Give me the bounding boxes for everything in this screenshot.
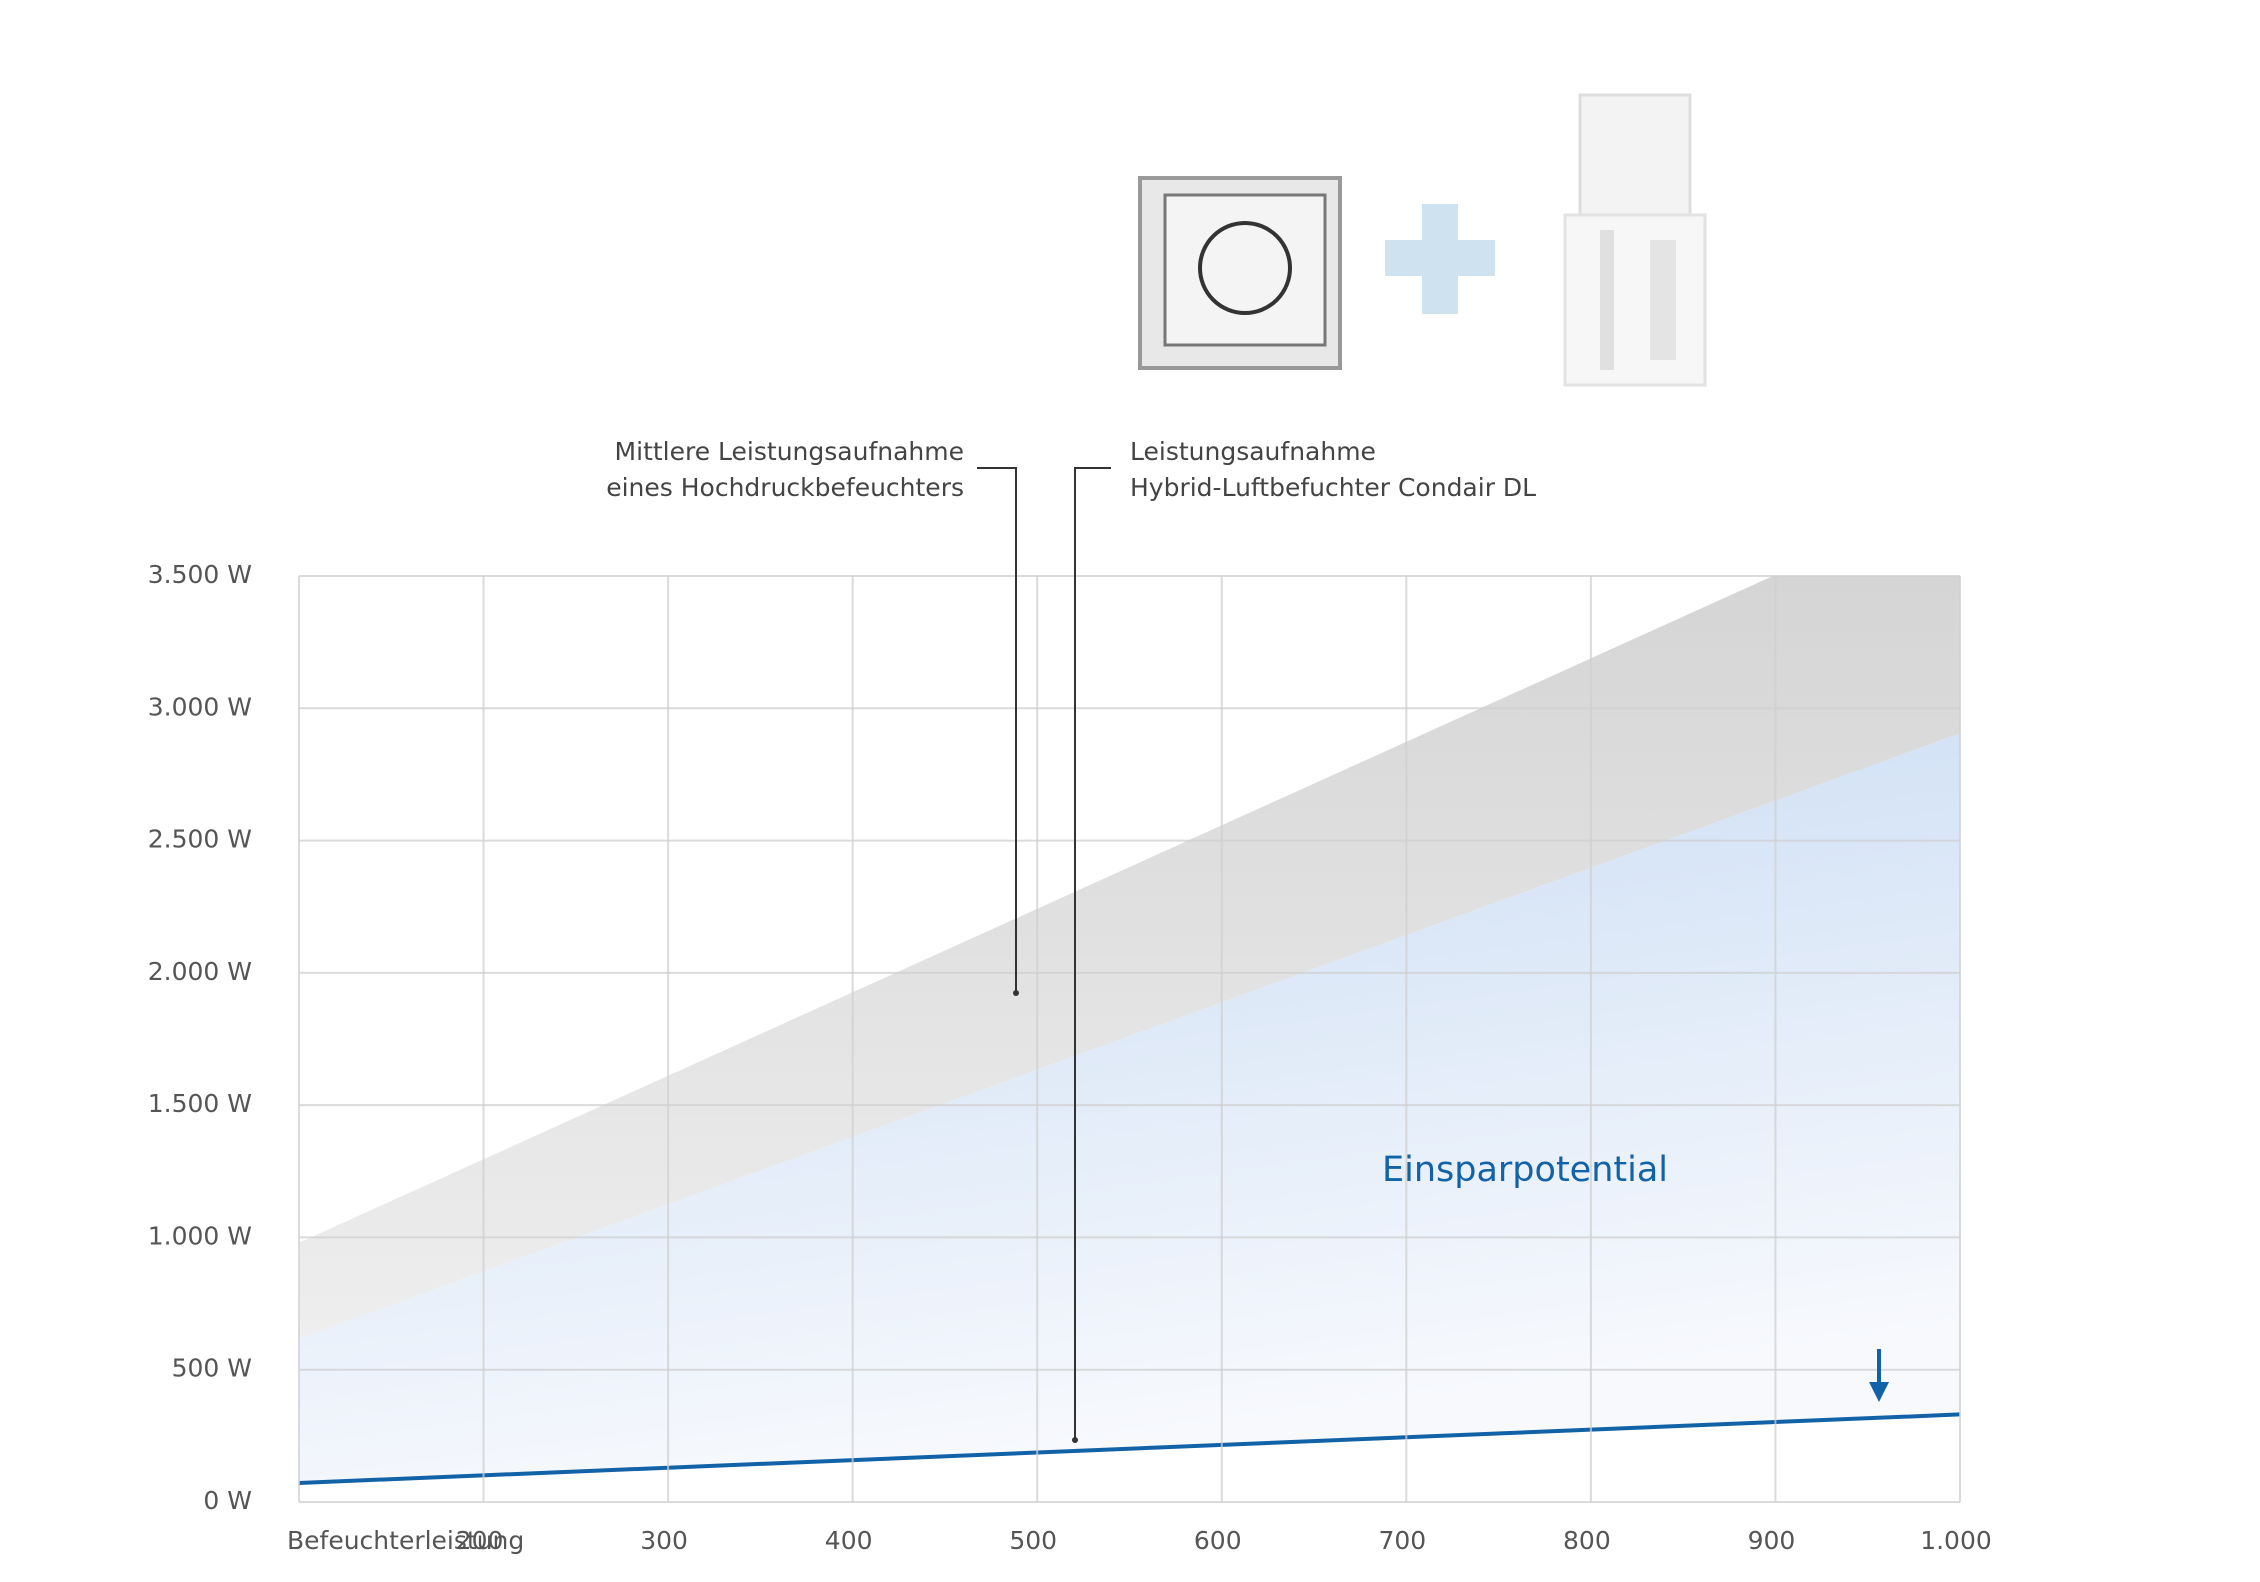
- leader-dot: [1072, 1437, 1078, 1443]
- product-images: [1138, 93, 1707, 387]
- leader-line: [977, 467, 1017, 993]
- y-tick-label: 0 W: [203, 1486, 252, 1515]
- annotation: eines Hochdruckbefeuchters: [606, 473, 964, 502]
- line: [299, 1412, 1960, 1485]
- y-tick-label: 1.000 W: [148, 1221, 252, 1250]
- annotation: Mittlere Leistungsaufnahme: [615, 437, 964, 466]
- x-tick-label: 700: [1378, 1526, 1426, 1555]
- y-tick-label: 3.000 W: [148, 692, 252, 721]
- arrow-head: [1869, 1382, 1889, 1402]
- machine-vessel: [1650, 240, 1676, 360]
- x-tick-label: 600: [1194, 1526, 1242, 1555]
- x-tick-label: 400: [825, 1526, 873, 1555]
- area: [299, 733, 1960, 1483]
- x-tick-label: 500: [1009, 1526, 1057, 1555]
- y-tick-label: 2.500 W: [148, 825, 252, 854]
- area: [299, 576, 1960, 1339]
- y-tick-label: 500 W: [172, 1354, 252, 1383]
- arrow: [1869, 1349, 1889, 1402]
- plus-v: [1422, 204, 1458, 314]
- machine-pipe: [1600, 230, 1614, 370]
- leader-line: [1074, 467, 1111, 1440]
- leader-dot: [1013, 990, 1019, 996]
- annotation: Einsparpotential: [1382, 1150, 1668, 1190]
- x-tick-label: 200: [456, 1526, 504, 1555]
- x-tick-label: 1.000: [1920, 1526, 1992, 1555]
- x-tick-label: Befeuchterleistung: [287, 1526, 524, 1555]
- humidifier-ring: [1198, 221, 1292, 315]
- annotation: Hybrid-Luftbefuchter Condair DL: [1130, 473, 1536, 502]
- y-tick-label: 2.000 W: [148, 957, 252, 986]
- machine-frame: [1563, 213, 1707, 387]
- machine-cabinet: [1578, 93, 1692, 217]
- x-tick-label: 800: [1563, 1526, 1611, 1555]
- y-tick-label: 1.500 W: [148, 1089, 252, 1118]
- grid: [298, 575, 1961, 1503]
- y-tick-label: 3.500 W: [148, 560, 252, 589]
- humidifier-frame: [1163, 193, 1327, 347]
- areas: [299, 576, 1960, 1485]
- annotation: Leistungsaufnahme: [1130, 437, 1376, 466]
- ticks: 0 W 500 W 1.000 W 1.500 W 2.000 W 2.500 W 3.00…: [148, 560, 1992, 1555]
- x-tick-label: 900: [1748, 1526, 1796, 1555]
- x-tick-label: 300: [640, 1526, 688, 1555]
